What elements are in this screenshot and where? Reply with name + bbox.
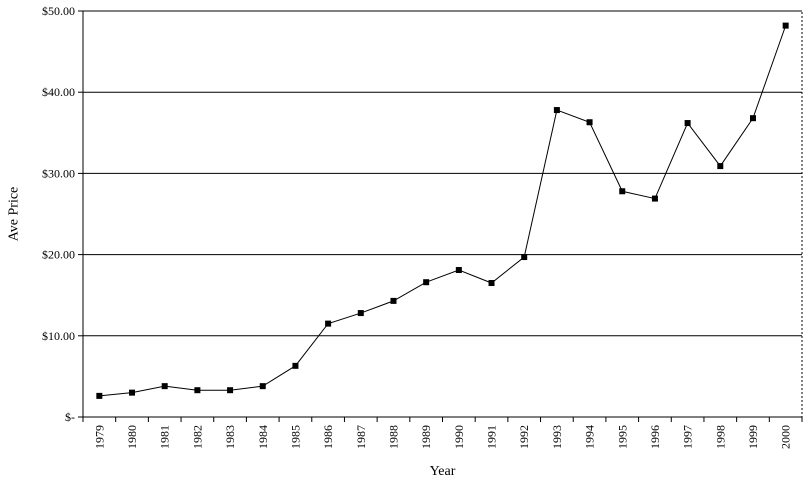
data-point-marker — [782, 22, 789, 29]
x-tick-label: 1979 — [92, 425, 106, 449]
data-point-marker — [390, 297, 397, 304]
data-point-marker — [96, 392, 103, 399]
data-point-marker — [325, 320, 332, 327]
x-axis: 1979 1980 1981 1982 1983 1984 1985 1986 1987 1988… — [82, 417, 803, 449]
x-tick-label: 1992 — [517, 425, 531, 449]
y-tick-label: $- — [65, 410, 75, 424]
x-tick-label: 1987 — [354, 425, 368, 449]
data-point-marker — [651, 195, 658, 202]
x-tick-label: 2000 — [779, 425, 793, 449]
x-tick-label: 1982 — [190, 425, 204, 449]
y-tick-label: $50.00 — [42, 4, 75, 18]
data-point-marker — [423, 279, 430, 286]
data-point-marker — [488, 280, 495, 287]
x-tick-label: 1988 — [386, 425, 400, 449]
x-tick-label: 1998 — [713, 425, 727, 449]
y-tick-label: $30.00 — [42, 166, 75, 180]
data-point-marker — [684, 120, 691, 127]
x-tick-label: 1984 — [256, 425, 270, 449]
x-tick-label: 1991 — [485, 425, 499, 449]
y-tick-label: $40.00 — [42, 85, 75, 99]
series-line — [99, 25, 787, 397]
x-tick-label: 1983 — [223, 425, 237, 449]
series-average-price — [96, 22, 789, 399]
y-axis: $- $10.00 $20.00 $30.00 $40.00 $50.00 — [42, 4, 83, 424]
data-point-marker — [521, 254, 528, 261]
data-point-marker — [586, 119, 593, 126]
x-tick-label: 1980 — [125, 425, 139, 449]
data-point-marker — [194, 387, 201, 394]
y-tick-label: $10.00 — [42, 329, 75, 343]
data-point-marker — [292, 362, 299, 369]
y-axis-title: Ave Price — [7, 187, 22, 242]
y-tick-label: $20.00 — [42, 248, 75, 262]
data-point-marker — [357, 310, 364, 317]
data-point-marker — [259, 383, 266, 390]
data-point-marker — [749, 115, 756, 122]
plot-area-frame — [82, 10, 803, 418]
x-tick-label: 1997 — [681, 425, 695, 449]
x-tick-label: 1990 — [452, 425, 466, 449]
x-tick-label: 1986 — [321, 425, 335, 449]
x-tick-label: 1995 — [615, 425, 629, 449]
data-point-marker — [227, 387, 234, 394]
x-tick-label: 1989 — [419, 425, 433, 449]
data-point-marker — [161, 383, 168, 390]
data-point-marker — [717, 163, 724, 170]
data-point-marker — [455, 267, 462, 274]
data-point-marker — [619, 188, 626, 195]
x-tick-label: 1996 — [648, 425, 662, 449]
x-tick-label: 1994 — [583, 425, 597, 449]
x-tick-label: 1999 — [746, 425, 760, 449]
x-axis-title: Year — [430, 464, 456, 479]
gridlines — [83, 10, 802, 337]
x-tick-label: 1981 — [158, 425, 172, 449]
data-point-marker — [129, 389, 136, 396]
x-tick-label: 1985 — [288, 425, 302, 449]
x-tick-label: 1993 — [550, 425, 564, 449]
data-point-marker — [553, 107, 560, 114]
